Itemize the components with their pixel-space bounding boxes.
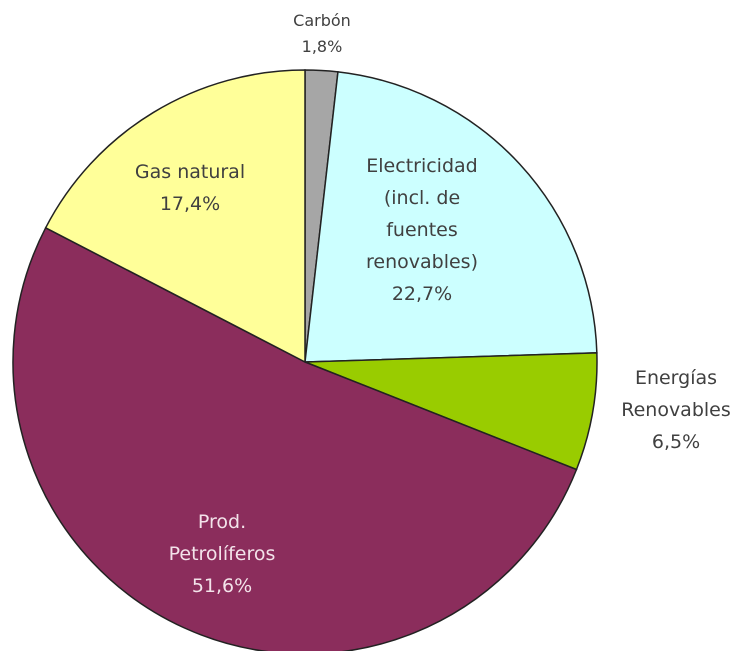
slice-label: Energías Renovables 6,5%: [621, 362, 731, 458]
slice-label: Carbón 1,8%: [293, 8, 351, 60]
slice-label: Gas natural 17,4%: [135, 156, 245, 220]
pie-slice: [304, 352, 598, 471]
pie-slice: [44, 69, 306, 364]
value-label: 51,6%: [191, 575, 253, 597]
category-label: Carbón: [293, 11, 351, 30]
value-label: 1,8%: [301, 37, 343, 56]
slice-label: Electricidad (incl. de fuentes renovable…: [366, 150, 478, 310]
value-label: 6,5%: [651, 431, 701, 453]
value-label: 22,7%: [391, 283, 453, 305]
category-label: Prod. Petrolíferos: [168, 511, 276, 565]
pie-slice: [304, 71, 598, 363]
value-label: 17,4%: [159, 193, 221, 215]
slice-label: Prod. Petrolíferos 51,6%: [169, 506, 276, 602]
category-label: Gas natural: [134, 161, 246, 183]
category-label: Electricidad (incl. de fuentes renovable…: [366, 155, 478, 273]
category-label: Energías Renovables: [621, 367, 731, 421]
pie-slice: [12, 226, 578, 651]
